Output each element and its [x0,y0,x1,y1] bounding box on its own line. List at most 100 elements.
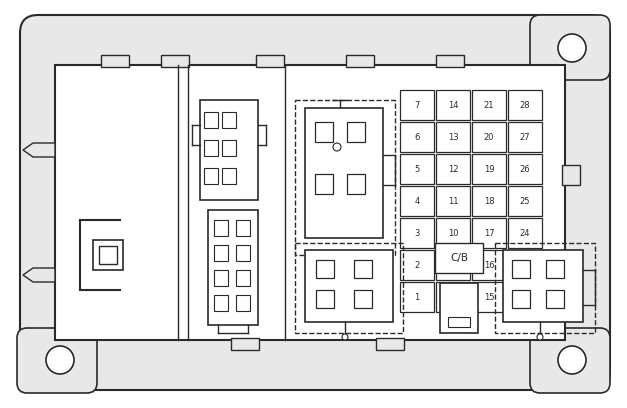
Text: C/B: C/B [450,253,468,263]
Bar [161,55,189,67]
Bar [204,140,218,156]
Bar [316,290,334,308]
Bar [346,55,374,67]
Bar [214,220,228,236]
Bar [472,122,506,152]
Text: 5: 5 [414,164,419,173]
Bar [295,243,403,333]
Bar [436,218,470,248]
Bar [214,295,228,311]
Bar [236,220,250,236]
Bar [222,140,236,156]
Text: 9: 9 [450,260,456,270]
Bar [562,165,580,185]
Bar [400,90,434,120]
Text: 16: 16 [483,260,494,270]
Bar [400,122,434,152]
Bar [222,112,236,128]
Text: 2: 2 [414,260,419,270]
FancyArrow shape [23,143,55,157]
Bar [472,154,506,184]
Bar [214,245,228,261]
FancyBboxPatch shape [530,15,610,80]
Bar [472,282,506,312]
Circle shape [558,34,586,62]
Bar [214,270,228,286]
Text: 8: 8 [450,293,456,302]
Text: 23: 23 [520,260,530,270]
Bar [508,90,542,120]
Bar [400,250,434,280]
Bar [200,100,258,200]
Bar [508,282,542,312]
Bar [440,283,478,333]
Bar [448,317,470,327]
Bar [354,290,372,308]
Bar [295,100,395,255]
Bar [436,250,470,280]
Text: 22: 22 [520,293,530,302]
Bar [508,122,542,152]
Bar [400,282,434,312]
Bar [305,250,393,322]
Text: 24: 24 [520,228,530,237]
Bar [236,270,250,286]
Bar [508,250,542,280]
Bar [400,154,434,184]
Text: 11: 11 [448,197,458,206]
Bar [472,186,506,216]
FancyBboxPatch shape [20,15,610,390]
Bar [508,218,542,248]
Bar [204,112,218,128]
Bar [508,154,542,184]
Circle shape [333,143,341,151]
Text: 3: 3 [414,228,419,237]
Bar [436,154,470,184]
Bar [508,186,542,216]
Bar [495,243,595,333]
Text: 25: 25 [520,197,530,206]
Text: 17: 17 [483,228,494,237]
Bar [512,260,530,278]
Bar [472,218,506,248]
Bar [472,90,506,120]
Bar [503,250,583,322]
Bar [236,245,250,261]
Bar [512,290,530,308]
Bar [546,290,564,308]
Bar [347,122,365,142]
Text: 13: 13 [448,133,458,142]
Text: 21: 21 [484,100,494,109]
Text: 15: 15 [484,293,494,302]
Text: 26: 26 [520,164,530,173]
Bar [55,65,565,340]
Text: 28: 28 [520,100,530,109]
Text: 14: 14 [448,100,458,109]
Text: 10: 10 [448,228,458,237]
Circle shape [537,334,543,340]
Bar [101,55,129,67]
Bar [208,210,258,325]
Text: 18: 18 [483,197,494,206]
Bar [546,260,564,278]
Bar [305,108,383,238]
Bar [435,243,483,273]
Bar [376,338,404,350]
FancyBboxPatch shape [17,328,97,393]
Text: 7: 7 [414,100,419,109]
Bar [99,246,117,264]
Text: 20: 20 [484,133,494,142]
Bar [316,260,334,278]
Bar [315,174,333,194]
Bar [347,174,365,194]
Bar [472,250,506,280]
Bar [436,282,470,312]
Bar [236,295,250,311]
Bar [400,186,434,216]
Bar [256,55,284,67]
Bar [436,186,470,216]
Bar [204,168,218,184]
Bar [436,90,470,120]
Text: 1: 1 [414,293,419,302]
Bar [93,240,123,270]
